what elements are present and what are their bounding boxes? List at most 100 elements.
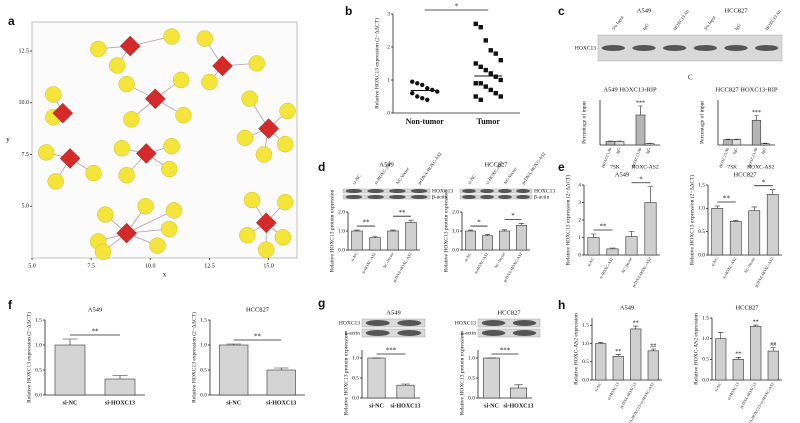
- blot-row-label: HOXC13: [432, 188, 453, 194]
- y-axis-label: Relative HOXC13 protein expression: [343, 332, 349, 415]
- data-point: [493, 91, 498, 96]
- sig-label: **: [92, 328, 100, 336]
- sig-label: ***: [500, 347, 511, 355]
- data-point: [478, 25, 483, 30]
- blot-row-label: HOXC13: [455, 320, 476, 326]
- bar: [104, 378, 136, 396]
- y-tick-label: 1.0: [452, 228, 459, 234]
- sig-label: *: [477, 219, 481, 227]
- bar: [748, 210, 761, 256]
- blot-strip: [361, 328, 426, 338]
- y-tick-label: 0.0: [468, 395, 475, 401]
- x-tick-label: Tumor: [477, 117, 501, 126]
- x-tick-label: pcDNA-HOXC13+si-HOXC-AS2: [743, 381, 775, 423]
- gene-node: [241, 90, 258, 107]
- lane-label: NC-Vector: [503, 166, 519, 185]
- error-bar: [753, 324, 759, 327]
- data-point: [498, 58, 503, 63]
- error-bar: [751, 206, 758, 211]
- y-tick-label: 1.5: [698, 182, 705, 188]
- x-tick-label: pcDNA-HOXC-AS2: [753, 256, 774, 288]
- blot-strip: [459, 194, 533, 200]
- data-point: [473, 21, 478, 27]
- x-axis-label: x: [163, 271, 167, 279]
- y-tick-label: 0.0: [352, 395, 359, 401]
- y-tick-label: 5.0: [22, 204, 30, 210]
- bar: [647, 350, 659, 381]
- sig-label: ##: [650, 343, 656, 349]
- x-tick-label: 7SK: [727, 164, 737, 170]
- y-tick-label: 1: [578, 235, 581, 241]
- bar-label: IgG: [614, 147, 621, 155]
- blot-row-label: HOXC13: [339, 320, 360, 326]
- bar-label: IgG: [760, 147, 767, 155]
- bar: [635, 114, 646, 146]
- error-bar: [467, 229, 474, 231]
- gene-node: [175, 106, 192, 124]
- bar: [367, 357, 386, 399]
- blot-band: [480, 195, 494, 199]
- error-bar: [598, 342, 604, 344]
- x-tick-label: si-NC: [710, 256, 719, 267]
- bar: [625, 236, 638, 256]
- bar: [483, 357, 500, 399]
- x-tick-label: 15.0: [263, 263, 274, 269]
- y-tick-label: 2.0: [338, 209, 345, 215]
- hub-node: [59, 148, 81, 169]
- error-bar: [501, 229, 508, 231]
- x-tick-label: si-HOXC13: [266, 400, 296, 406]
- y-tick-label: 1.0: [200, 342, 207, 348]
- y-tick-label: 1.0: [702, 336, 709, 342]
- y-tick-label: 0.0: [698, 252, 705, 258]
- y-tick-label: 2: [578, 217, 581, 223]
- bar-label: HOXC13 Ab: [600, 147, 612, 168]
- blot-strip: [459, 188, 533, 194]
- error-bar: [718, 332, 724, 339]
- data-point: [420, 95, 425, 101]
- error-bar: [609, 247, 616, 249]
- blot-band: [512, 330, 537, 336]
- data-point: [415, 94, 420, 99]
- x-tick-label: pcDNA-HOXC13: [739, 381, 758, 409]
- blot-band: [397, 330, 422, 336]
- bar-label: IgG: [732, 147, 739, 155]
- blot-band: [498, 189, 512, 193]
- blot-header: A549: [386, 309, 400, 316]
- y-axis-label: Relative HOXC13 expression (2−ΔΔCT): [25, 312, 32, 403]
- x-tick-label: pcDNA-HOXC-AS2: [392, 251, 413, 283]
- y-tick-label: 1.5: [582, 323, 589, 329]
- gene-node: [113, 140, 131, 157]
- blot-band: [389, 189, 406, 193]
- bar: [54, 344, 86, 396]
- gene-node: [258, 241, 275, 258]
- chart-title: HCC827: [733, 171, 757, 178]
- gene-node: [108, 57, 126, 74]
- x-tick-label: si-HOXC13: [105, 400, 135, 406]
- blot-strip: [597, 34, 783, 62]
- bar: [510, 387, 527, 399]
- sig-label: **: [753, 319, 759, 325]
- blot-row-label: β-actin: [534, 194, 550, 200]
- bar: [516, 225, 527, 251]
- sig-label: **: [600, 223, 608, 231]
- bar: [729, 221, 742, 256]
- lane-label: NC-Vector: [395, 166, 411, 185]
- blot-strip: [477, 328, 541, 338]
- gene-node: [47, 173, 64, 190]
- error-bar: [484, 234, 491, 236]
- sig-label: **: [615, 349, 621, 355]
- blot-band: [365, 330, 390, 336]
- bar: [605, 141, 616, 146]
- blot-band: [345, 189, 363, 193]
- bar: [369, 237, 381, 251]
- y-axis-label: Relative HOXC-AS2 expression: [693, 313, 699, 385]
- y-tick-label: 0.5: [702, 357, 709, 363]
- x-tick-label: NC-Vector: [743, 256, 756, 274]
- lane-label: HOXC13 Ab: [764, 8, 782, 31]
- gene-node: [165, 202, 183, 219]
- lane-label: IgG: [642, 22, 651, 31]
- blot-header: HCC827: [497, 309, 521, 316]
- gene-node: [90, 40, 107, 58]
- gene-node: [97, 206, 114, 223]
- x-tick-label: pcDNA-HOXC13: [619, 381, 638, 409]
